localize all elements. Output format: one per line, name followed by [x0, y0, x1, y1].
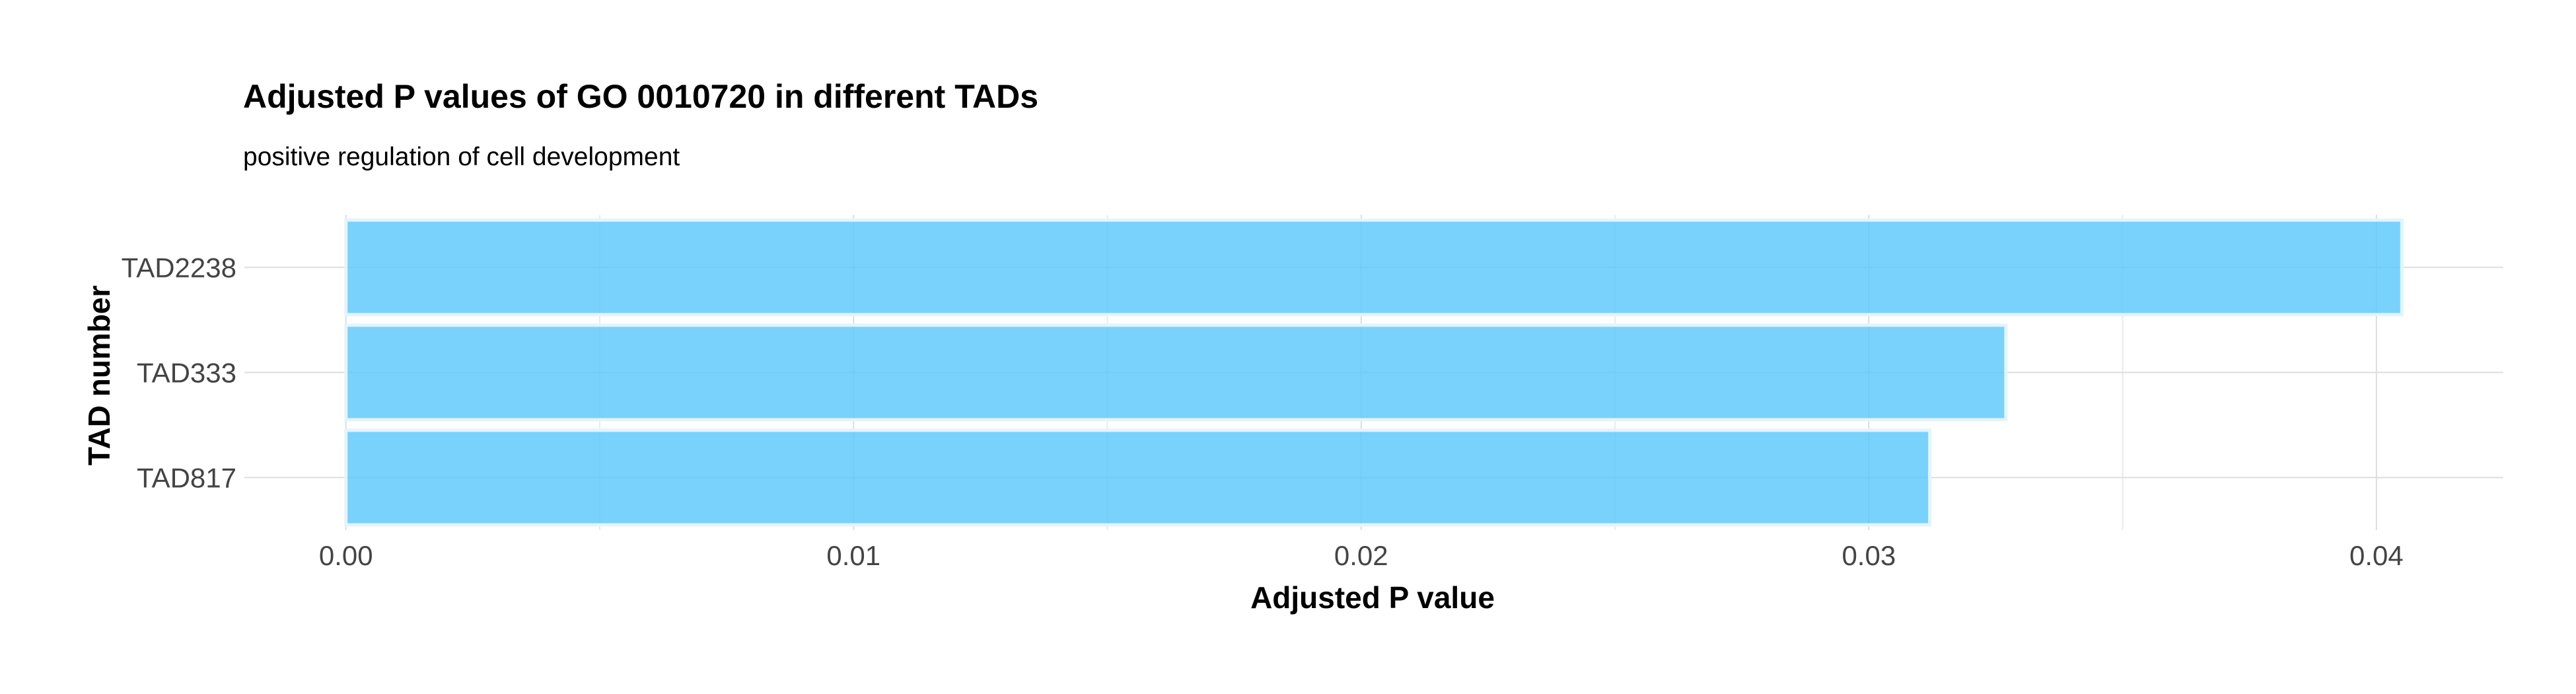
bar-tad2238: [344, 218, 2404, 317]
y-axis-title: TAD number: [82, 286, 116, 466]
x-tick-label: 0.00: [319, 540, 373, 571]
x-axis-title: Adjusted P value: [1250, 580, 1495, 615]
y-tick-labels: TAD2238 TAD333 TAD817: [122, 252, 236, 494]
x-tick-label: 0.04: [2349, 540, 2404, 571]
x-tick-label: 0.03: [1842, 540, 1896, 571]
x-tick-label: 0.02: [1334, 540, 1388, 571]
x-tick-label: 0.01: [826, 540, 880, 571]
bar-tad333: [344, 323, 2008, 422]
bar-tad817: [344, 428, 1932, 527]
chart-title: Adjusted P values of GO 0010720 in diffe…: [243, 78, 1038, 115]
x-tick-labels: 0.00 0.01 0.02 0.03 0.04: [319, 540, 2404, 571]
y-tick-label: TAD817: [137, 463, 236, 494]
y-tick-label: TAD2238: [122, 252, 236, 284]
chart-subtitle: positive regulation of cell development: [243, 143, 680, 171]
bars: [344, 218, 2404, 527]
y-tick-label: TAD333: [137, 358, 236, 389]
